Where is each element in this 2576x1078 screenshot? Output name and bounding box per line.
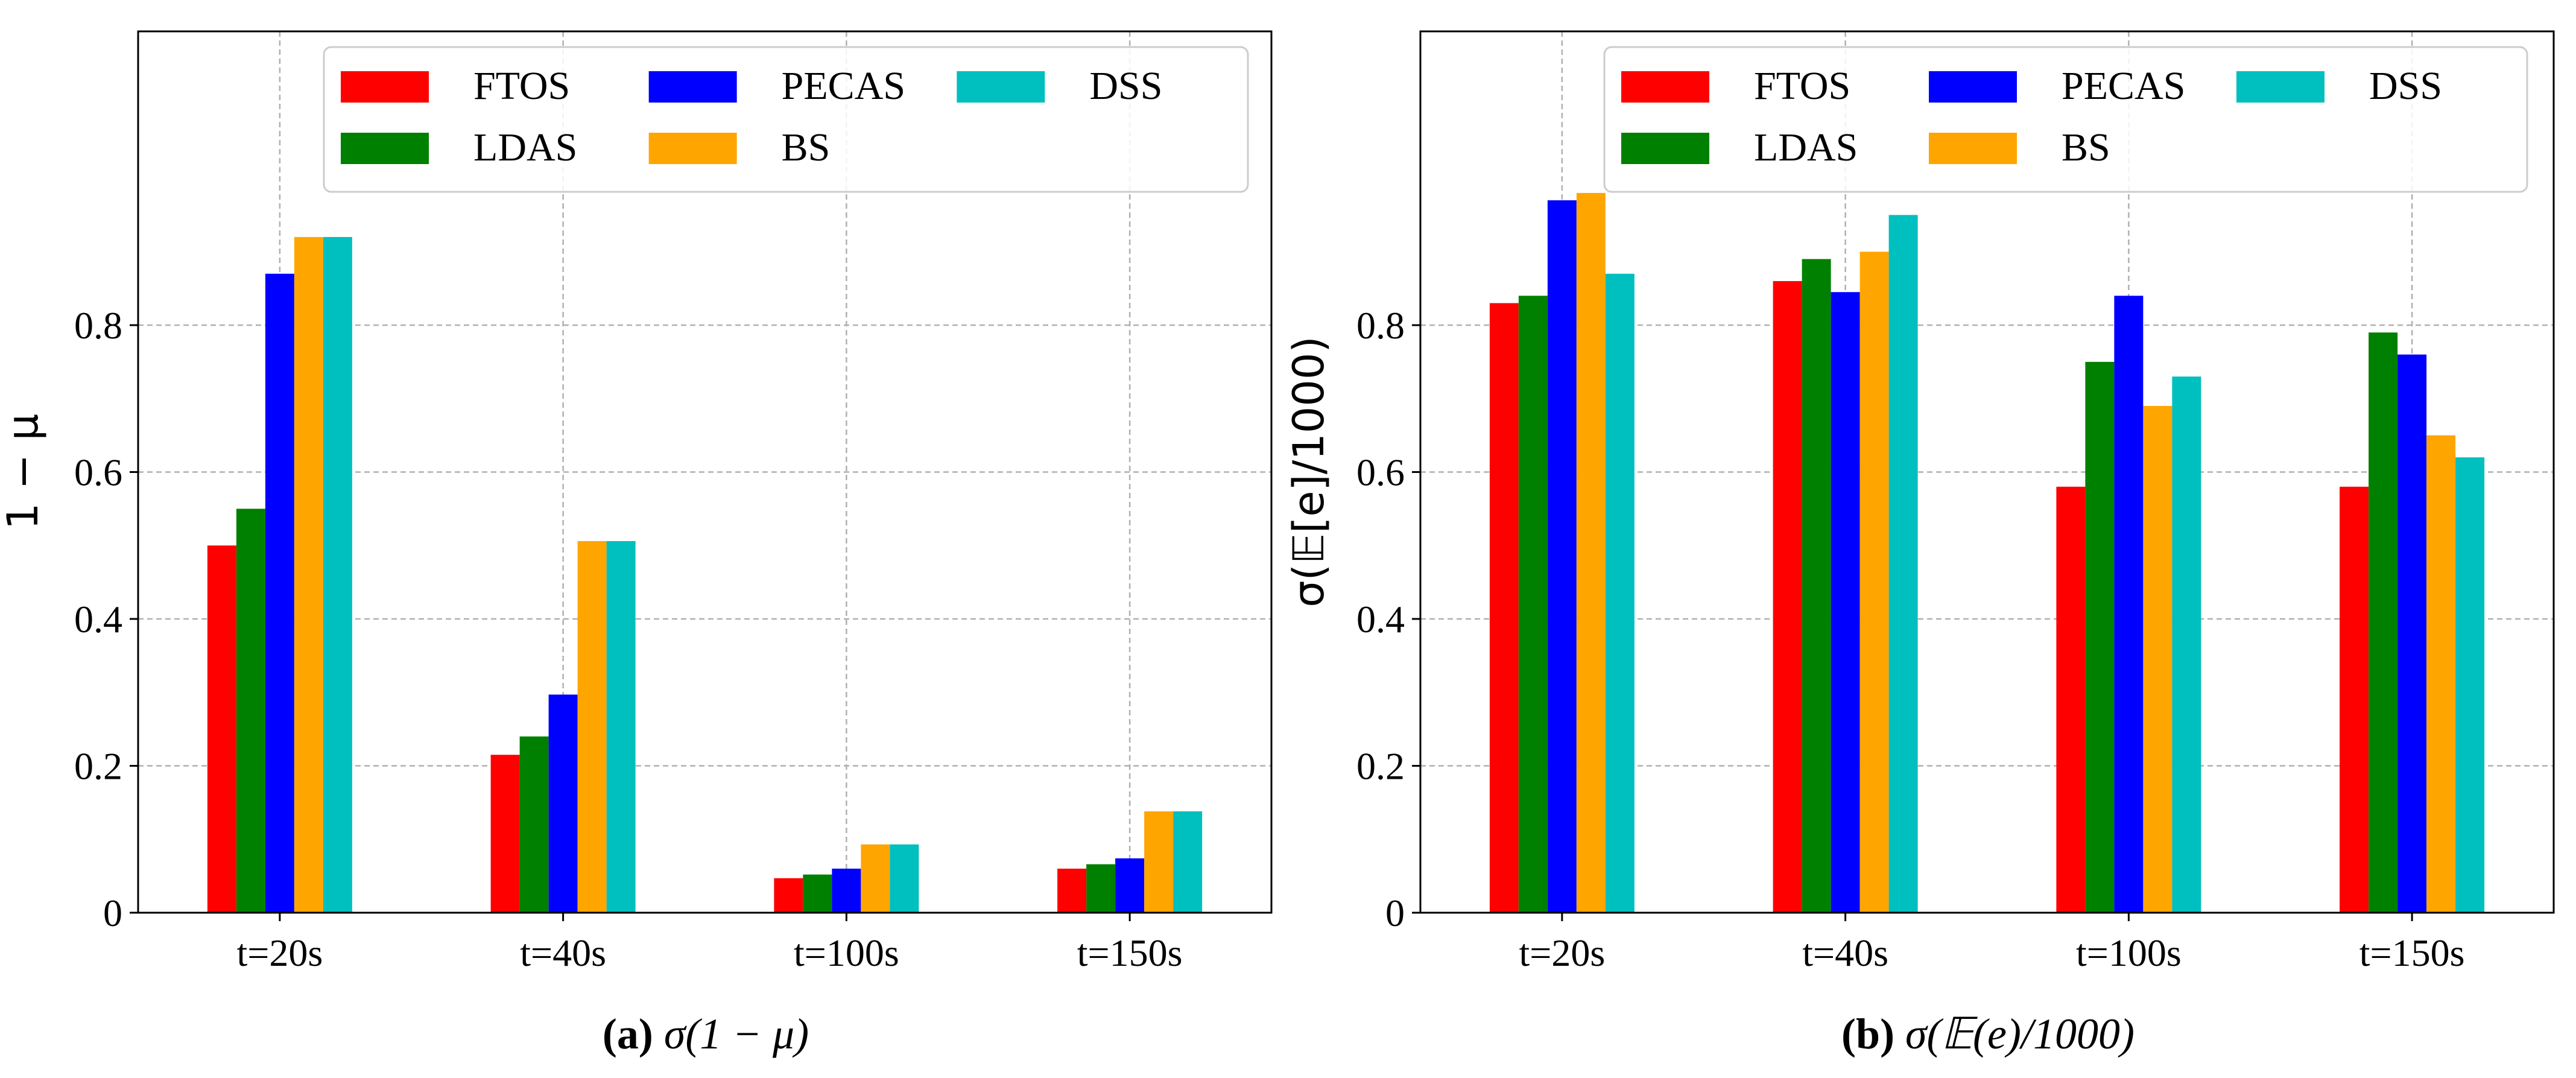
bar-pecas-t-150s — [1115, 858, 1145, 913]
legend-label-bs: BS — [2062, 125, 2110, 170]
legend-swatch-bs — [648, 133, 737, 164]
bar-ftos-t-150s — [2340, 486, 2369, 913]
y-axis-label: 1 − μ — [0, 414, 48, 530]
bar-bs-t-100s — [2143, 405, 2173, 913]
bar-ldas-t-20s — [1518, 296, 1548, 913]
legend-swatch-pecas — [648, 71, 737, 103]
bar-pecas-t-20s — [1547, 200, 1577, 913]
bar-ldas-t-20s — [236, 509, 265, 913]
bar-ftos-t-100s — [2056, 486, 2086, 913]
x-tick-label-t-150s: t=150s — [1077, 931, 1183, 974]
y-tick-label: 0.8 — [74, 304, 122, 347]
x-tick-label-t-150s: t=150s — [2359, 931, 2465, 974]
legend-label-ftos: FTOS — [473, 64, 570, 108]
caption-text: σ(1 − μ) — [664, 1010, 809, 1058]
bar-ftos-t-40s — [490, 755, 520, 913]
y-tick-label: 0.4 — [1356, 598, 1405, 641]
bar-dss-t-20s — [323, 236, 352, 913]
bar-dss-t-150s — [2455, 457, 2485, 913]
legend-label-dss: DSS — [1089, 64, 1162, 108]
chart-caption: (b) σ(𝔼(e)/1000) — [1841, 1010, 2135, 1058]
bar-pecas-t-150s — [2397, 354, 2427, 913]
x-tick-label-t-20s: t=20s — [236, 931, 323, 974]
bar-dss-t-100s — [2172, 376, 2201, 913]
y-tick-label: 0.6 — [74, 451, 122, 494]
bar-bs-t-150s — [2426, 435, 2456, 913]
bar-ldas-t-40s — [519, 736, 549, 913]
bar-bs-t-40s — [577, 541, 607, 913]
bar-dss-t-100s — [890, 844, 919, 913]
x-tick-label-t-100s: t=100s — [794, 931, 899, 974]
bar-ftos-t-20s — [207, 545, 236, 913]
legend-swatch-pecas — [1929, 71, 2017, 103]
legend-label-ftos: FTOS — [1754, 64, 1850, 108]
caption-letter: (a) — [603, 1010, 653, 1058]
bar-pecas-t-20s — [265, 273, 294, 913]
bar-bs-t-20s — [1576, 192, 1606, 913]
bar-dss-t-20s — [1605, 273, 1635, 913]
legend-swatch-ldas — [341, 133, 429, 164]
legend-label-pecas: PECAS — [782, 64, 905, 108]
legend-swatch-ftos — [1621, 71, 1709, 103]
x-tick-label-t-40s: t=40s — [1802, 931, 1888, 974]
bar-ldas-t-150s — [2369, 332, 2398, 913]
bar-ldas-t-150s — [1086, 864, 1116, 913]
legend-label-ldas: LDAS — [1754, 125, 1858, 170]
bar-ftos-t-100s — [774, 878, 803, 913]
legend-label-bs: BS — [782, 125, 831, 170]
bar-pecas-t-40s — [1831, 292, 1860, 913]
bar-pecas-t-100s — [2114, 296, 2144, 913]
chart-a: 0 0.2 0.4 0.6 0.8 t=20s t=40s t=100s t=150s 1 − μ… — [0, 30, 1273, 1058]
bar-ftos-t-20s — [1489, 303, 1519, 913]
y-tick-label: 0.4 — [74, 598, 122, 641]
bar-dss-t-40s — [606, 541, 636, 913]
y-tick-label: 0 — [1385, 892, 1405, 934]
bar-bs-t-150s — [1144, 811, 1174, 913]
y-tick-label: 0.6 — [1356, 451, 1405, 494]
legend: FTOS LDAS PECAS BS DSS — [1603, 46, 2528, 193]
bar-bs-t-40s — [1859, 252, 1889, 913]
legend-label-ldas: LDAS — [473, 125, 577, 170]
bar-bs-t-20s — [294, 236, 323, 913]
y-tick-label: 0.8 — [1356, 304, 1405, 347]
bar-dss-t-150s — [1173, 811, 1203, 913]
y-tick-label: 0 — [103, 892, 122, 934]
x-tick-label-t-100s: t=100s — [2076, 931, 2182, 974]
legend-swatch-dss — [2236, 71, 2324, 103]
legend-swatch-ldas — [1621, 133, 1709, 164]
caption-text: σ(𝔼(e)/1000) — [1905, 1010, 2135, 1058]
legend: FTOS LDAS PECAS BS DSS — [323, 46, 1249, 193]
y-axis-label: σ(𝔼[e]/1000) — [1284, 336, 1334, 607]
bar-dss-t-40s — [1888, 215, 1918, 913]
legend-swatch-bs — [1929, 133, 2017, 164]
bar-ldas-t-100s — [803, 874, 832, 913]
x-tick-label-t-40s: t=40s — [520, 931, 606, 974]
bar-ftos-t-40s — [1773, 281, 1802, 913]
bar-ldas-t-40s — [1802, 259, 1831, 913]
legend-swatch-dss — [957, 71, 1045, 103]
y-tick-label: 0.2 — [1356, 745, 1405, 788]
y-tick-label: 0.2 — [74, 745, 122, 788]
x-tick-label-t-20s: t=20s — [1519, 931, 1605, 974]
caption-letter: (b) — [1841, 1010, 1894, 1058]
bar-pecas-t-100s — [832, 868, 861, 913]
bar-pecas-t-40s — [548, 694, 578, 913]
bar-ldas-t-100s — [2085, 361, 2115, 913]
bar-bs-t-100s — [861, 844, 890, 913]
legend-swatch-ftos — [341, 71, 429, 103]
chart-caption: (a) σ(1 − μ) — [603, 1010, 809, 1058]
chart-b: 0 0.2 0.4 0.6 0.8 t=20s t=40s t=100s t=150s σ(𝔼[e… — [1284, 30, 2555, 1058]
bar-ftos-t-150s — [1057, 868, 1087, 913]
legend-label-pecas: PECAS — [2062, 64, 2185, 108]
legend-label-dss: DSS — [2369, 64, 2442, 108]
